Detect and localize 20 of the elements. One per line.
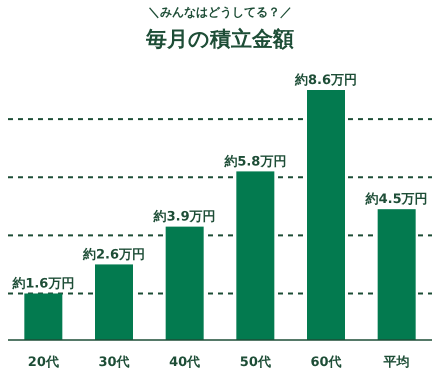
x-tick-label: 30代 — [98, 355, 130, 370]
data-label: 約5.8万円 — [223, 154, 286, 170]
x-tick-label: 60代 — [310, 355, 342, 370]
chart-subtitle: ＼みんなはどうしてる？／ — [148, 5, 292, 19]
bar — [307, 90, 345, 340]
x-tick-label: 20代 — [28, 355, 59, 370]
bar — [95, 264, 133, 340]
bar — [24, 293, 62, 340]
data-label: 約8.6万円 — [294, 73, 358, 88]
x-tick-label: 50代 — [240, 355, 271, 370]
data-label: 約2.6万円 — [82, 247, 146, 262]
x-tick-label: 平均 — [382, 355, 410, 370]
data-label: 約4.5万円 — [364, 192, 428, 208]
bar — [166, 226, 204, 340]
chart-title: 毎月の積立金額 — [145, 27, 294, 51]
x-tick-label: 40代 — [169, 355, 200, 370]
bar — [378, 209, 416, 340]
data-label: 約1.6万円 — [11, 276, 74, 292]
data-label: 約3.9万円 — [152, 210, 216, 225]
bar — [236, 171, 274, 340]
